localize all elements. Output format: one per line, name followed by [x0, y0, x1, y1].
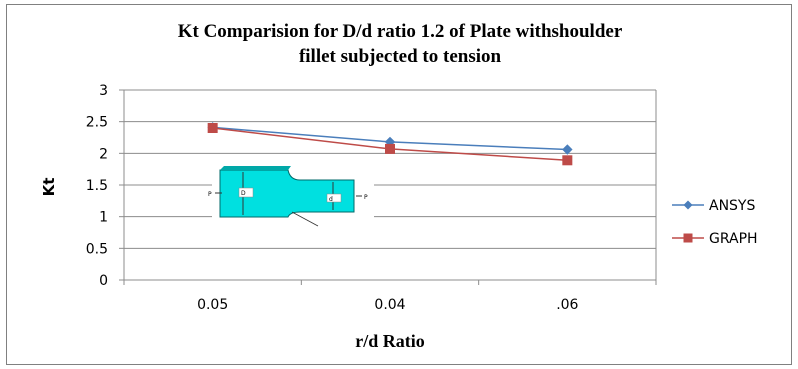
y-axis-title: Kt [40, 178, 58, 197]
y-tick-label: 0 [99, 273, 108, 289]
y-tick-label: 2 [99, 146, 108, 162]
legend-marker-ansys [683, 200, 693, 210]
x-tick-label: .06 [556, 297, 578, 313]
load-label-left: P [208, 191, 212, 198]
x-axis-title: r/d Ratio [355, 331, 425, 351]
legend-marker-graph [683, 233, 693, 243]
data-point-graph [385, 143, 395, 154]
plate-top-face [220, 166, 291, 170]
load-label-right: P [364, 194, 368, 201]
legend-label-graph: GRAPH [709, 231, 758, 247]
x-tick-label: 0.04 [374, 297, 405, 313]
dimension-box [238, 187, 254, 198]
y-tick-label: 0.5 [86, 241, 108, 257]
plate-shape [219, 169, 355, 218]
y-tick-label: 2.5 [86, 115, 108, 131]
data-point-graph [207, 123, 218, 133]
plate-diagram-image: P P Dd [208, 162, 374, 232]
y-tick-label: 1 [99, 210, 108, 226]
chart-title-line1: Kt Comparision for D/d ratio 1.2 of Plat… [177, 21, 623, 42]
fillet-leader-line [291, 211, 319, 227]
legend-label-ansys: ANSYS [709, 198, 755, 214]
x-tick-label: 0.05 [197, 297, 228, 313]
data-point-graph [562, 155, 573, 166]
y-tick-label: 1.5 [86, 178, 108, 194]
dimension-label-d2: d [329, 196, 333, 203]
y-tick-label: 3 [99, 83, 108, 99]
dimension-box [326, 193, 342, 203]
chart-title-line2: fillet subjected to tension [298, 46, 502, 67]
dimension-label-d: D [241, 190, 246, 197]
chart-title: Kt Comparision for D/d ratio 1.2 of Plat… [7, 19, 793, 69]
data-point-ansys [562, 144, 573, 155]
